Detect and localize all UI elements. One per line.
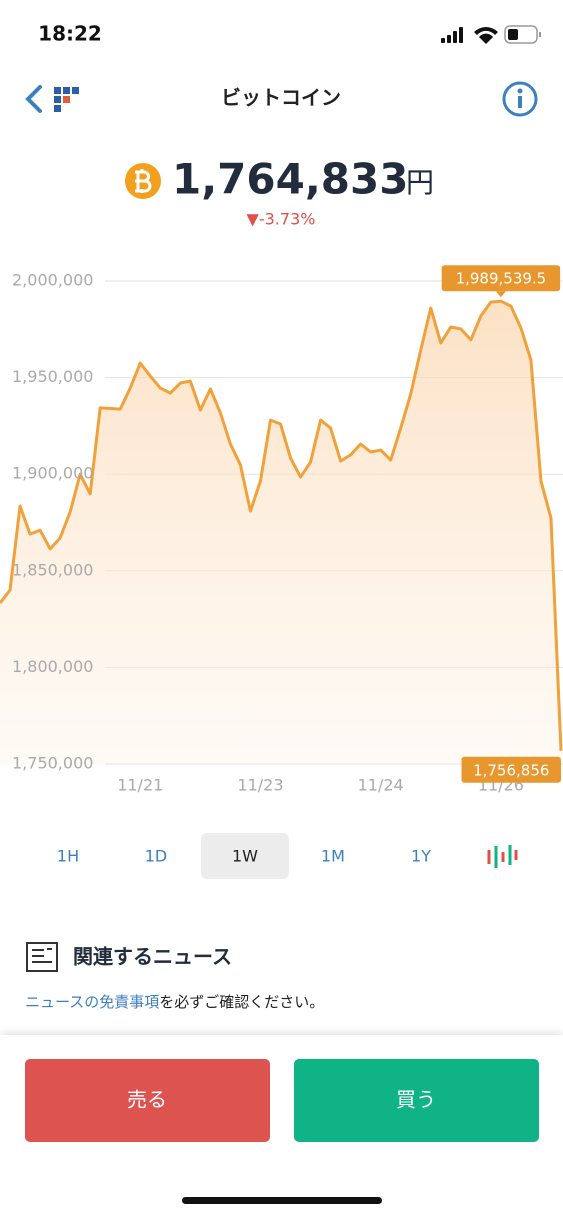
currency: 円 xyxy=(406,166,434,199)
time: 18:22 xyxy=(38,22,102,46)
status-icons xyxy=(441,25,541,44)
price-line xyxy=(0,299,563,751)
max-badge-pointer xyxy=(495,291,506,298)
news-heading: 関連するニュース xyxy=(73,945,232,969)
range-tab[interactable]: 1M xyxy=(321,847,345,866)
x-tick-label: 11/24 xyxy=(358,776,404,795)
sell-label: 売る xyxy=(127,1088,167,1112)
y-tick-label: 1,850,000 xyxy=(12,560,93,579)
min-badge-bg xyxy=(461,756,561,783)
y-tick-label: 1,750,000 xyxy=(12,754,93,773)
selected-range-bg xyxy=(201,833,289,879)
range-tab[interactable]: 1W xyxy=(232,847,258,866)
y-tick-label: 1,800,000 xyxy=(12,657,93,676)
home-indicator xyxy=(182,1197,382,1204)
y-tick-label: 2,000,000 xyxy=(12,271,93,290)
y-tick-label: 1,900,000 xyxy=(12,464,93,483)
range-tab[interactable]: 1H xyxy=(57,847,79,866)
chart: 1,750,000 1,800,000 1,850,000 1,900,000 1,95… xyxy=(0,265,563,795)
info-button[interactable] xyxy=(502,81,538,117)
notice-text: を必ずご確認ください。 xyxy=(159,993,324,1011)
back-button[interactable] xyxy=(25,85,42,113)
bitcoin-icon xyxy=(125,163,161,199)
sell-button[interactable] xyxy=(25,1059,270,1142)
min-badge: 1,756,856 xyxy=(473,761,549,779)
news-icon xyxy=(26,942,58,972)
x-tick-label: 11/23 xyxy=(237,776,283,795)
candle-icon[interactable] xyxy=(487,845,518,868)
max-badge-bg xyxy=(441,265,561,292)
title: ビットコイン xyxy=(221,86,341,110)
buy-label: 買う xyxy=(396,1088,436,1112)
max-badge: 1,989,539.5 xyxy=(456,270,547,288)
range-tab[interactable]: 1Y xyxy=(411,847,431,866)
x-tick-label: 11/21 xyxy=(117,776,163,795)
range-tabs: 1H 1D 1W 1M 1Y xyxy=(57,847,431,866)
disclaimer-link[interactable]: ニュースの免責事項 xyxy=(25,993,159,1011)
price-change: ▼-3.73% xyxy=(247,210,316,229)
y-tick-label: 1,950,000 xyxy=(12,367,93,386)
news-notice: ニュースの免責事項を必ずご確認ください。 xyxy=(25,993,324,1011)
logo xyxy=(54,87,79,112)
range-tab[interactable]: 1D xyxy=(145,847,168,866)
buy-button[interactable] xyxy=(294,1059,539,1142)
area xyxy=(0,301,561,764)
price: 1,764,833 xyxy=(172,155,408,204)
